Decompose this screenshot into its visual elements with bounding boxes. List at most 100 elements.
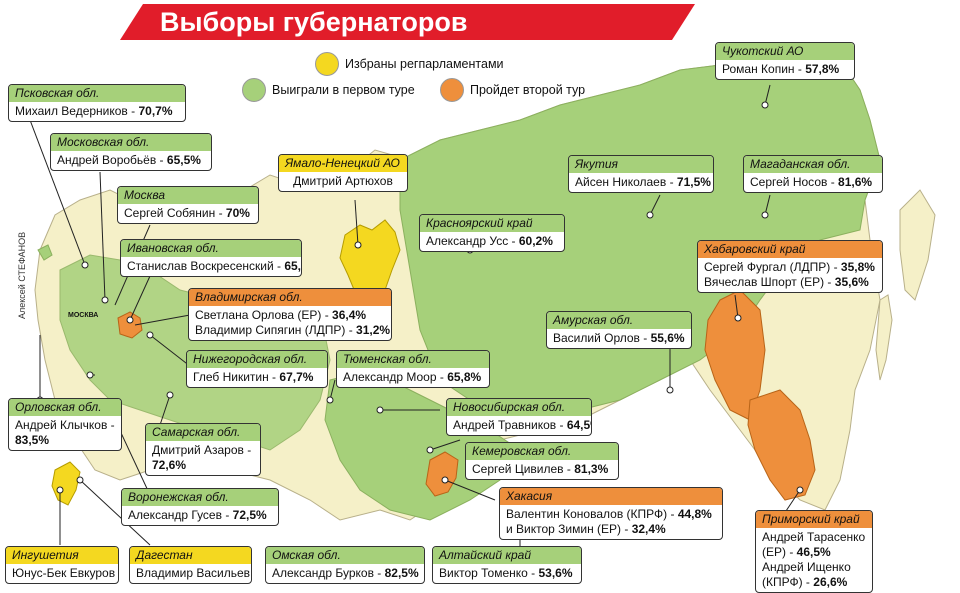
- card-header: Ямало-Ненецкий АО: [279, 155, 407, 172]
- card-yakutia: Якутия Айсен Николаев - 71,5%: [568, 155, 714, 193]
- candidate-name: (ЕР) -: [762, 545, 797, 559]
- card-voronezh: Воронежская обл. Александр Гусев - 72,5%: [121, 488, 279, 526]
- candidate-name: Дмитрий Артюхов: [293, 174, 393, 188]
- card-header: Ивановская обл.: [121, 240, 301, 257]
- card-krasnoyarsk: Красноярский край Александр Усс - 60,2%: [419, 214, 565, 252]
- moscow-marker-label: МОСКВА: [68, 312, 99, 319]
- candidate-name: Михаил Ведерников -: [15, 104, 139, 118]
- candidate-name: Андрей Тарасенко: [762, 530, 866, 544]
- candidate-pct: 57,8%: [805, 62, 840, 76]
- yamal-region: [339, 219, 401, 301]
- candidate-name: Валентин Коновалов (КПРФ) -: [506, 507, 678, 521]
- candidate-pct: 35,8%: [840, 260, 875, 274]
- card-header: Нижегородская обл.: [187, 351, 327, 368]
- candidate-pct: 36,4%: [332, 308, 367, 322]
- card-header: Москва: [118, 187, 258, 204]
- candidate-name: Роман Копин -: [722, 62, 806, 76]
- card-header: Дагестан: [130, 547, 251, 564]
- card-chukotka: Чукотский АО Роман Копин - 57,8%: [715, 42, 855, 80]
- card-header: Амурская обл.: [547, 312, 691, 329]
- card-samara: Самарская обл. Дмитрий Азаров - 72,6%: [145, 423, 261, 476]
- candidate-name: Андрей Воробьёв -: [57, 153, 167, 167]
- card-header: Омская обл.: [266, 547, 424, 564]
- card-khakassia: Хакасия Валентин Коновалов (КПРФ) - 44,8…: [499, 487, 723, 540]
- sakhalin: [875, 294, 893, 381]
- card-ingushetia: Ингушетия Юнус-Бек Евкуров: [5, 546, 119, 584]
- candidate-name: Владимир Васильев: [136, 566, 251, 580]
- candidate-name: Юнус-Бек Евкуров: [12, 566, 116, 580]
- card-header: Хабаровский край: [698, 241, 882, 258]
- candidate-pct: 82,5%: [384, 566, 419, 580]
- candidate-name: Сергей Фургал (ЛДПР) -: [704, 260, 841, 274]
- card-header: Новосибирская обл.: [447, 399, 591, 416]
- green-region-south-siberia: [324, 369, 521, 521]
- candidate-name: Андрей Травников -: [453, 418, 567, 432]
- kamchatka: [899, 189, 936, 301]
- khakassia-region: [425, 451, 459, 497]
- card-header: Якутия: [569, 156, 713, 173]
- legend-swatch-green: [242, 78, 266, 102]
- card-header: Кемеровская обл.: [466, 443, 618, 460]
- candidate-name: Василий Орлов -: [553, 331, 651, 345]
- author-credit: Алексей СТЕФАНОВ: [17, 231, 27, 319]
- legend-first-round: Выиграли в первом туре: [242, 78, 415, 102]
- card-kemerovo: Кемеровская обл. Сергей Цивилев - 81,3%: [465, 442, 619, 480]
- card-header: Алтайский край: [433, 547, 581, 564]
- candidate-name: Александр Усс -: [426, 234, 519, 248]
- candidate-pct: 72,5%: [232, 508, 267, 522]
- candidate-pct: 44,8%: [677, 507, 712, 521]
- kaliningrad: [37, 244, 53, 261]
- candidate-pct: 70,7%: [138, 104, 173, 118]
- candidate-pct: 65,7%: [284, 259, 301, 273]
- legend-label: Избраны регпарламентами: [345, 57, 504, 71]
- card-header: Хакасия: [500, 488, 722, 505]
- legend-label: Пройдет второй тур: [470, 83, 586, 97]
- card-orel: Орловская обл. Андрей Клычков - 83,5%: [8, 398, 122, 451]
- candidate-pct: 64,5%: [566, 418, 591, 432]
- card-header: Тюменская обл.: [337, 351, 489, 368]
- candidate-name: Дмитрий Азаров -: [152, 443, 252, 457]
- vladimir-region: [117, 311, 143, 339]
- candidate-name: Сергей Цивилев -: [472, 462, 575, 476]
- legend-swatch-yellow: [315, 52, 339, 76]
- card-header: Магаданская обл.: [744, 156, 882, 173]
- candidate-name: Владимир Сипягин (ЛДПР) -: [195, 323, 357, 337]
- card-header: Московская обл.: [51, 134, 211, 151]
- candidate-pct: 72,6%: [152, 458, 187, 472]
- legend-swatch-orange: [440, 78, 464, 102]
- candidate-name: Андрей Клычков -: [15, 418, 115, 432]
- title-banner: [120, 4, 695, 40]
- card-tyumen: Тюменская обл. Александр Моор - 65,8%: [336, 350, 490, 388]
- candidate-name: Айсен Николаев -: [575, 175, 677, 189]
- card-yamal: Ямало-Ненецкий АО Дмитрий Артюхов: [278, 154, 408, 192]
- candidate-name: и Виктор Зимин (ЕР) -: [506, 522, 632, 536]
- card-moscow-obl: Московская обл. Андрей Воробьёв - 65,5%: [50, 133, 212, 171]
- candidate-pct: 65,5%: [166, 153, 201, 167]
- card-header: Самарская обл.: [146, 424, 260, 441]
- card-header: Воронежская обл.: [122, 489, 278, 506]
- candidate-name: Сергей Собянин -: [124, 206, 226, 220]
- candidate-pct: 32,4%: [631, 522, 666, 536]
- candidate-name: Александр Моор -: [343, 370, 448, 384]
- card-pskov: Псковская обл. Михаил Ведерников - 70,7%: [8, 84, 186, 122]
- candidate-pct: 35,6%: [834, 275, 869, 289]
- candidate-pct: 55,6%: [650, 331, 685, 345]
- legend-appointed: Избраны регпарламентами: [315, 52, 504, 76]
- legend-label: Выиграли в первом туре: [272, 83, 415, 97]
- candidate-name: Вячеслав Шпорт (ЕР) -: [704, 275, 835, 289]
- card-header: Владимирская обл.: [189, 289, 391, 306]
- legend-second-round: Пройдет второй тур: [440, 78, 585, 102]
- candidate-name: Глеб Никитин -: [193, 370, 280, 384]
- candidate-name: Светлана Орлова (ЕР) -: [195, 308, 333, 322]
- card-omsk: Омская обл. Александр Бурков - 82,5%: [265, 546, 425, 584]
- card-vladimir: Владимирская обл. Светлана Орлова (ЕР) -…: [188, 288, 392, 341]
- card-novosibirsk: Новосибирская обл. Андрей Травников - 64…: [446, 398, 592, 436]
- candidate-pct: 31,2%: [356, 323, 391, 337]
- card-ivanovo: Ивановская обл. Станислав Воскресенский …: [120, 239, 302, 277]
- caucasus-region: [51, 461, 81, 506]
- candidate-name: Александр Гусев -: [128, 508, 233, 522]
- card-dagestan: Дагестан Владимир Васильев: [129, 546, 252, 584]
- candidate-pct: 71,5%: [676, 175, 711, 189]
- card-header: Чукотский АО: [716, 43, 854, 60]
- card-altai: Алтайский край Виктор Томенко - 53,6%: [432, 546, 582, 584]
